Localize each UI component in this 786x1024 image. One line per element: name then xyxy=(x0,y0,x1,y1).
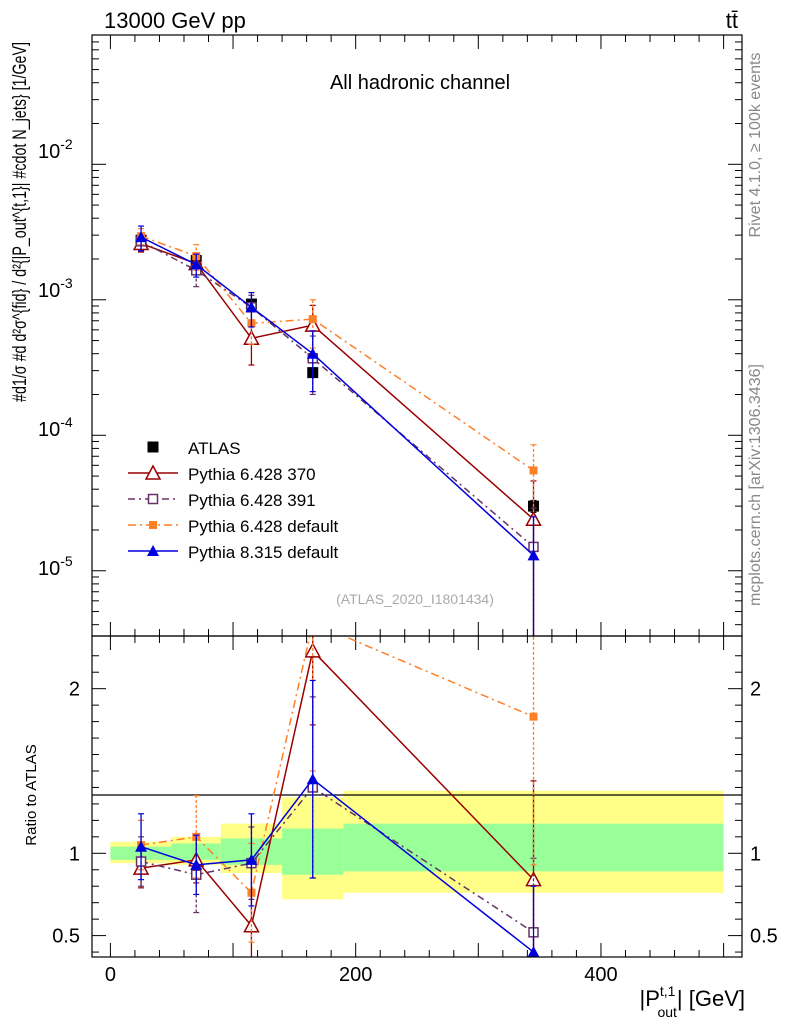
series-pythia-6-428-370 xyxy=(132,636,542,957)
marker-py8-default xyxy=(190,258,203,270)
marker-atlas xyxy=(147,441,159,453)
marker-py6-default xyxy=(309,619,317,627)
ytick-1e-2: 10-2 xyxy=(38,136,73,163)
energy-label: 13000 GeV pp xyxy=(104,8,246,33)
legend-label: Pythia 8.315 default xyxy=(188,543,339,562)
legend-item: ATLAS xyxy=(147,439,241,458)
top-ytick-labels: 10-2 10-3 10-4 10-5 xyxy=(38,136,73,580)
marker-py8-default xyxy=(147,545,159,556)
marker-py6-default xyxy=(308,315,317,324)
series-pythia-8-315-default xyxy=(135,225,540,636)
chart-title: All hadronic channel xyxy=(330,72,510,94)
legend-item: Pythia 6.428 default xyxy=(128,517,339,536)
ratio-ytick-label: 1 xyxy=(69,843,80,865)
marker-py8-default xyxy=(190,858,203,870)
mcplots-label: mcplots.cern.ch [arXiv:1306.3436] xyxy=(747,364,764,606)
legend-item: Pythia 8.315 default xyxy=(128,543,339,562)
ratio-ytick-label-right: 0.5 xyxy=(750,926,778,948)
ratio-ytick-label-right: 1 xyxy=(750,843,761,865)
ratio-ylabel: Ratio to ATLAS xyxy=(23,744,40,845)
xtick-label: 400 xyxy=(584,964,617,986)
marker-py8-default xyxy=(306,773,319,785)
ratio-ytick-label-right: 2 xyxy=(750,679,761,701)
rivet-label: Rivet 4.1.0, ≥ 100k events xyxy=(747,53,764,238)
marker-py8-default xyxy=(135,231,148,243)
series-pythia-8-315-default xyxy=(135,679,540,957)
process-label: tt̄ xyxy=(726,8,738,33)
xtick-labels: 0 200 400 xyxy=(105,964,618,986)
legend-label: ATLAS xyxy=(188,439,241,458)
ytick-1e-5: 10-5 xyxy=(38,553,73,580)
legend-label: Pythia 6.428 370 xyxy=(188,465,316,484)
marker-py8-default xyxy=(245,853,258,865)
ratio-ytick-labels: 0.5 0.5 1 1 2 2 xyxy=(52,679,778,948)
ratio-bands xyxy=(110,790,724,900)
marker-py8-default xyxy=(135,840,148,852)
legend-label: Pythia 6.428 default xyxy=(188,517,339,536)
marker-py8-default xyxy=(527,946,540,957)
ratio-series xyxy=(132,619,542,957)
marker-py6-default xyxy=(149,521,157,529)
legend-label: Pythia 6.428 391 xyxy=(188,491,316,510)
ytick-1e-3: 10-3 xyxy=(38,275,73,302)
marker-py8-default xyxy=(245,301,258,313)
ratio-ytick-label: 2 xyxy=(69,679,80,701)
x-axis-label: |Pt,1 out| [GeV] xyxy=(639,983,745,1020)
top-panel-ticks xyxy=(92,34,742,957)
ratio-ticks xyxy=(92,655,742,953)
ytick-1e-4: 10-4 xyxy=(38,414,73,441)
xtick-label: 200 xyxy=(339,964,372,986)
marker-py6-default xyxy=(529,466,538,475)
ratio-panel: Ratio to ATLAS 0.5 0.5 1 1 2 2 0 200 400 |Pt,1 o… xyxy=(23,619,778,1020)
xtick-label: 0 xyxy=(105,964,116,986)
ratio-panel-frame xyxy=(91,635,743,958)
marker-py8-default xyxy=(527,549,540,561)
top-ylabel: #d1/σ #d d²σ^{fid} / d²{|P_out^{t,1}| #c… xyxy=(10,42,31,402)
marker-py6-391 xyxy=(147,493,159,505)
legend-item: Pythia 6.428 391 xyxy=(128,491,316,510)
marker-py6-default xyxy=(529,712,538,721)
legend-item: Pythia 6.428 370 xyxy=(128,464,316,484)
top-panel-series xyxy=(132,225,542,636)
marker-py8-default xyxy=(306,347,319,359)
ratio-ytick-label: 0.5 xyxy=(52,926,80,948)
series-line xyxy=(140,636,534,895)
marker-py6-370 xyxy=(144,464,162,480)
legend: ATLAS Pythia 6.428 370 Pythia 6.428 391 Pyt… xyxy=(128,439,339,562)
analysis-tag: (ATLAS_2020_I1801434) xyxy=(336,591,494,607)
main-panel: All hadronic channel (ATLAS_2020_I180143… xyxy=(10,34,743,957)
